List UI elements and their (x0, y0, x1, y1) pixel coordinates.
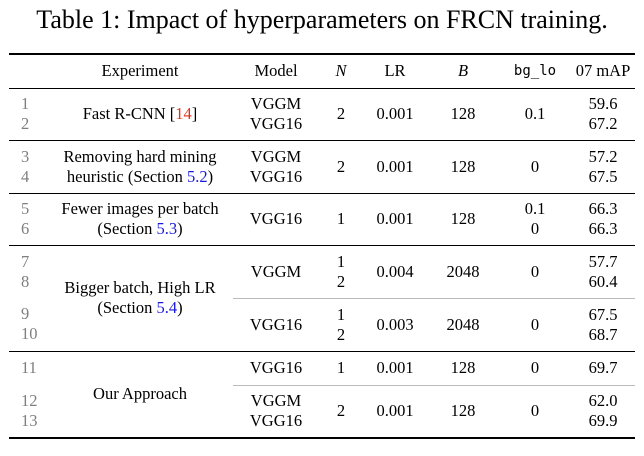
experiment-cell: Fast R-CNN [14] (47, 88, 233, 141)
table-caption: Table 1: Impact of hyperparameters on FR… (36, 5, 608, 34)
table-row: 11 Our Approach VGG16 1 0.001 128 0 69.7 (9, 351, 635, 439)
n-cell: 2 (319, 384, 363, 439)
b-cell: 128 (427, 140, 499, 194)
lr-cell: 0.001 (363, 193, 427, 246)
bg-lo-cell: 0 (499, 140, 571, 194)
lr-cell: 0.004 (376, 261, 414, 281)
section-link[interactable]: 5.3 (156, 219, 178, 238)
map-cell: 57.7 60.4 (588, 251, 618, 291)
row-index: 11 (21, 358, 37, 378)
header-lr: LR (363, 53, 427, 89)
experiment-cell: Fewer images per batch (Section 5.3) (47, 193, 233, 246)
b-cell: 128 (427, 193, 499, 246)
model-cell: VGGM VGG16 (233, 88, 319, 141)
map-cell: 67.5 68.7 (571, 297, 635, 352)
lr-cell: 0.001 (363, 140, 427, 194)
header-b: B (427, 53, 499, 89)
bg-lo-cell: 0 (499, 384, 571, 439)
experiment-cell: Bigger batch, High LR (Section 5.4) (47, 245, 233, 352)
model-cell: VGGM VGG16 (233, 384, 319, 439)
header-experiment: Experiment (47, 53, 233, 89)
model-cell: VGGM VGG16 (233, 140, 319, 194)
bg-lo-cell: 0 (530, 358, 540, 377)
header-index (9, 53, 47, 89)
bg-lo-cell: 0.1 0 (499, 193, 571, 246)
row-index: 9 10 (9, 298, 47, 352)
b-cell: 2048 (427, 297, 499, 352)
model-cell: VGG16 (233, 297, 319, 352)
model-cell: VGG16 (233, 193, 319, 246)
n-cell: 2 (319, 88, 363, 141)
citation-link[interactable]: 14 (175, 104, 192, 123)
model-cell: VGGM (250, 261, 302, 281)
header-n: N (319, 53, 363, 89)
table-row: 12 13 VGGM VGG16 2 0.001 128 0 62.0 69.9 (9, 384, 635, 439)
map-cell: 57.2 67.5 (571, 140, 635, 194)
map-cell: 69.7 (588, 358, 618, 377)
lr-cell: 0.001 (363, 384, 427, 439)
b-cell: 128 (427, 384, 499, 439)
lr-cell: 0.003 (363, 297, 427, 352)
section-link[interactable]: 5.4 (156, 298, 178, 317)
b-cell: 128 (450, 358, 476, 377)
section-link[interactable]: 5.2 (186, 166, 208, 186)
map-cell: 66.3 66.3 (571, 193, 635, 246)
header-model: Model (233, 53, 319, 89)
header-map: 07 mAP (571, 53, 635, 89)
header-row: Experiment Model N LR B bg_lo 07 mAP (9, 53, 635, 89)
bg-lo-cell: 0.1 (499, 88, 571, 141)
map-cell: 59.6 67.2 (571, 88, 635, 141)
n-cell: 1 (336, 358, 346, 377)
n-cell: 2 (319, 140, 363, 194)
experiment-cell: Removing hard mining heuristic (Section … (47, 140, 233, 194)
lr-cell: 0.001 (363, 88, 427, 141)
lr-cell: 0.001 (376, 358, 414, 377)
bg-lo-cell: 0 (530, 261, 540, 281)
experiment-cell: Our Approach (47, 351, 233, 439)
b-cell: 2048 (446, 261, 480, 281)
map-cell: 62.0 69.9 (571, 384, 635, 439)
model-cell: VGG16 (249, 358, 303, 377)
n-cell: 1 (319, 193, 363, 246)
b-cell: 128 (427, 88, 499, 141)
header-bg-lo: bg_lo (499, 53, 571, 89)
bg-lo-cell: 0 (499, 297, 571, 352)
row-index: 12 13 (9, 385, 47, 439)
